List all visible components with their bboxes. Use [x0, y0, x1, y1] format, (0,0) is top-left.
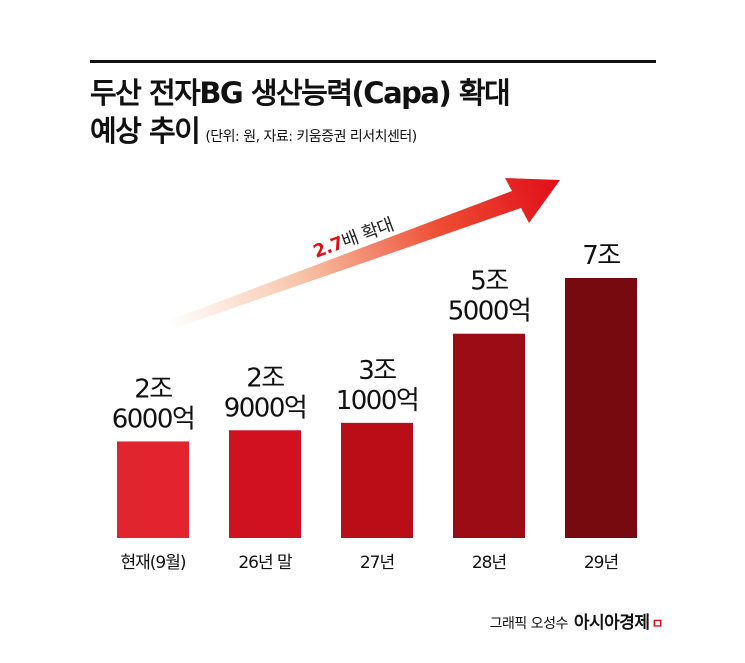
data-label-1-line-1: 2조 [134, 374, 172, 404]
bar-1 [117, 441, 189, 538]
bar-5 [565, 278, 637, 538]
chart-title-line2: 예상 추이 (단위: 원, 자료: 키움증권 리서치센터) [90, 112, 417, 156]
category-label-1: 현재(9월) [120, 553, 185, 573]
data-label-4-line-1: 5조 [470, 267, 508, 297]
data-label-5-line-1: 7조 [582, 241, 620, 271]
data-label-4-line-2: 5000억 [448, 297, 531, 327]
chart-title: 두산 전자BG 생산능력(Capa) 확대 [90, 76, 511, 110]
chart-subtitle: (단위: 원, 자료: 키움증권 리서치센터) [205, 129, 417, 145]
bar-2 [229, 430, 301, 538]
data-label-3-line-2: 1000억 [336, 386, 419, 416]
category-label-4: 28년 [472, 553, 506, 573]
brand-logo: 아시아경제 [573, 613, 650, 633]
data-label-3-line-1: 3조 [358, 356, 396, 386]
category-label-2: 26년 말 [238, 553, 293, 573]
data-label-1-line-2: 6000억 [112, 404, 195, 434]
title-rule [90, 60, 656, 63]
brand-mark-icon: ㅁ [651, 617, 664, 632]
bar-3 [341, 422, 413, 538]
bar-4 [453, 333, 525, 538]
chart-title-line2-text: 예상 추이 [90, 114, 201, 148]
data-label-2-line-1: 2조 [246, 363, 284, 393]
credit-text: 그래픽 오성수 [489, 616, 569, 632]
credit: 그래픽 오성수 아시아경제 ㅁ [489, 608, 664, 633]
data-label-2-line-2: 9000억 [224, 393, 307, 423]
growth-arrow [165, 178, 560, 330]
category-label-3: 27년 [360, 553, 394, 573]
category-label-5: 29년 [584, 553, 618, 573]
